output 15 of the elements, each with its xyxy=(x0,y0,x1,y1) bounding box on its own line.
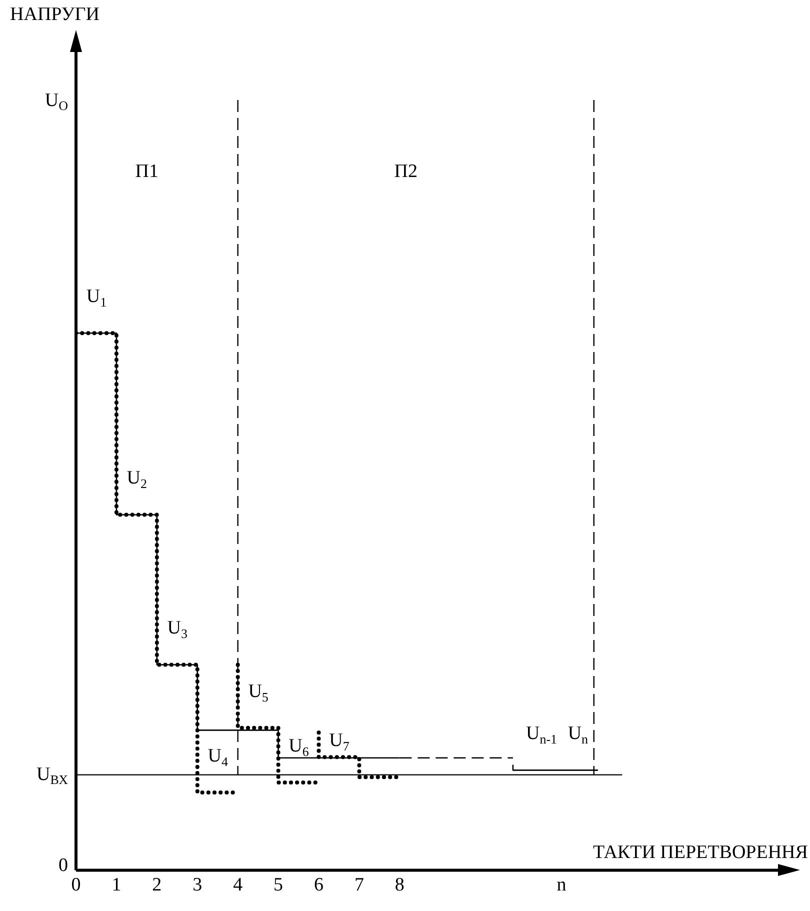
x-axis-title: ТАКТИ ПЕРЕТВОРЕННЯ xyxy=(593,841,808,865)
annotation: П2 xyxy=(394,160,418,182)
y-axis-title: НАПРУГИ xyxy=(10,4,100,26)
x-tick-label: n xyxy=(556,874,567,896)
text: 0 xyxy=(58,855,68,876)
x-tick-label: 0 xyxy=(71,874,81,896)
x-tick-label: 4 xyxy=(233,874,244,896)
x-tick-label: 8 xyxy=(394,874,404,896)
x-tick-label: 5 xyxy=(274,874,284,896)
x-tick-label: 1 xyxy=(112,874,122,896)
annotation: П1 xyxy=(135,160,159,182)
x-tick-label: 6 xyxy=(314,874,324,896)
x-tick-label: 3 xyxy=(192,874,202,896)
x-tick-label: 2 xyxy=(152,874,162,896)
x-tick-label: 7 xyxy=(354,874,364,896)
